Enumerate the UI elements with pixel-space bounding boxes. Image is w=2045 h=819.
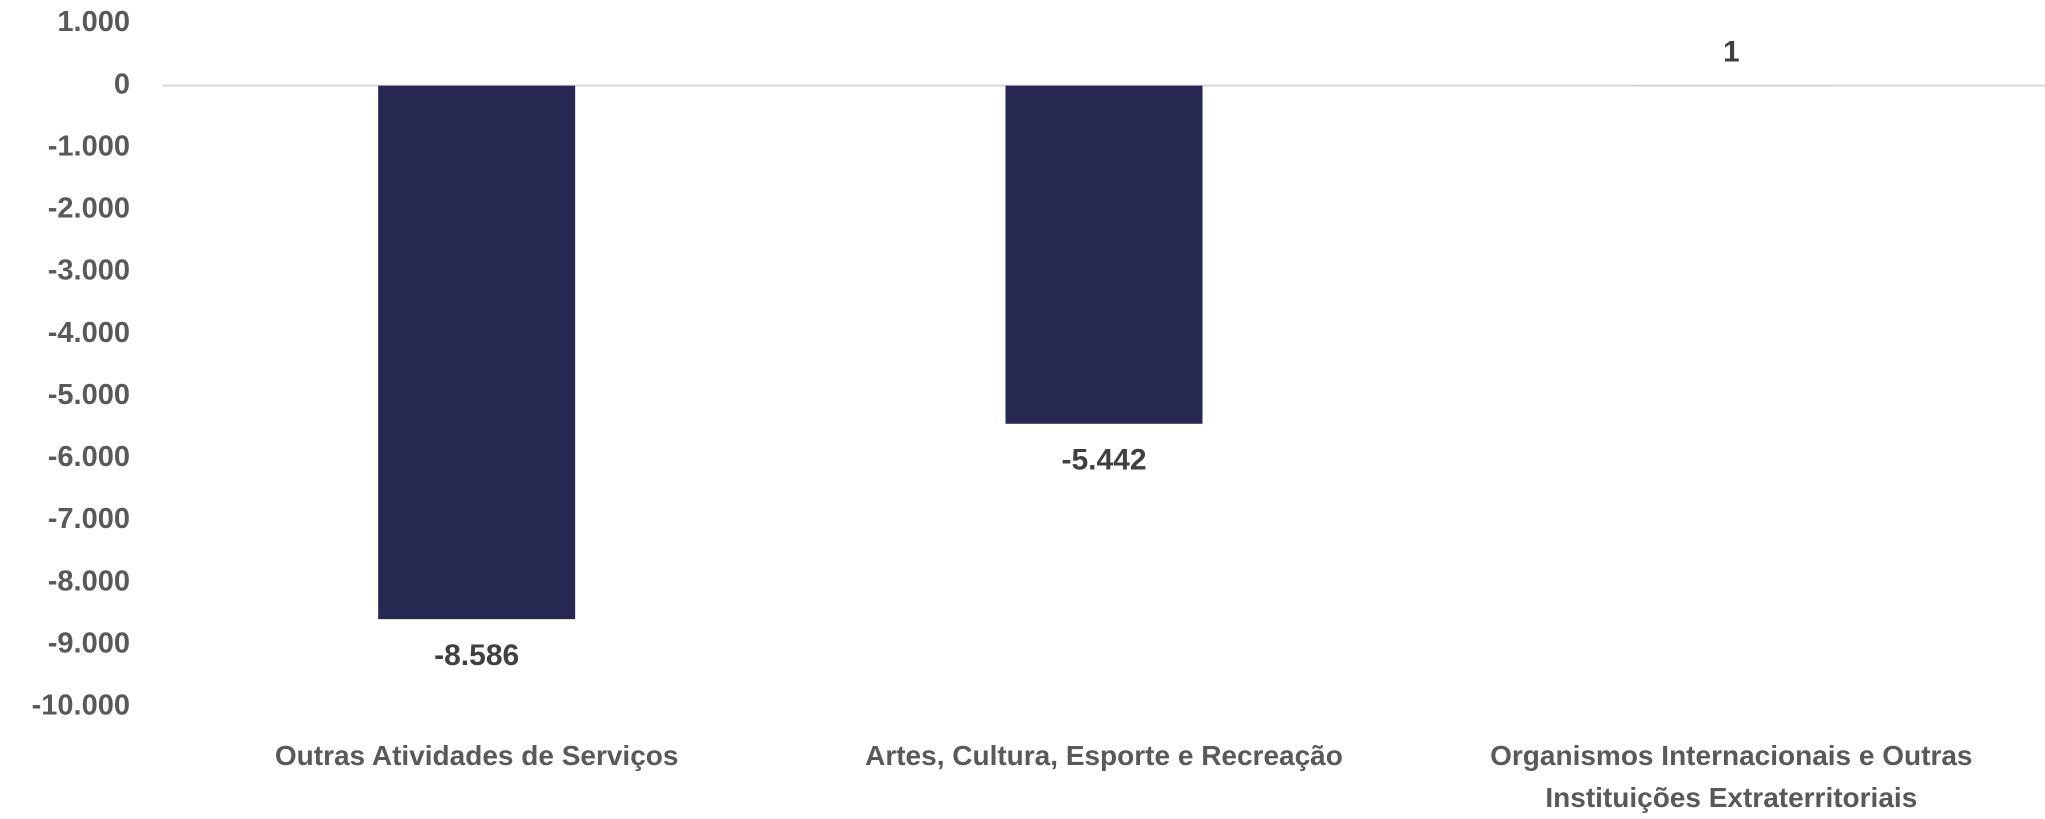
y-tick-label: -7.000 [48,503,130,535]
y-tick-label: -9.000 [48,628,130,660]
y-tick-label: 1.000 [57,6,130,38]
data-label: -8.586 [434,639,519,672]
y-tick-label: -1.000 [48,130,130,162]
y-tick-label: -2.000 [48,193,130,225]
x-tick-label: Outras Atividades de Serviços [274,740,679,771]
y-tick-label: -8.000 [48,565,130,597]
y-tick-label: 0 [114,68,130,100]
data-label: -5.442 [1061,444,1146,477]
y-tick-label: -6.000 [48,441,130,473]
x-tick-label: Organismos Internacionais e Outras Insti… [1490,740,1973,813]
bar [378,85,576,620]
bar [1005,85,1203,424]
y-tick-label: -4.000 [48,317,130,349]
data-label: 1 [1723,35,1740,68]
y-tick-label: -10.000 [32,690,130,722]
y-tick-label: -5.000 [48,379,130,411]
x-tick-label: Artes, Cultura, Esporte e Recreação [865,740,1343,771]
y-tick-label: -3.000 [48,255,130,287]
